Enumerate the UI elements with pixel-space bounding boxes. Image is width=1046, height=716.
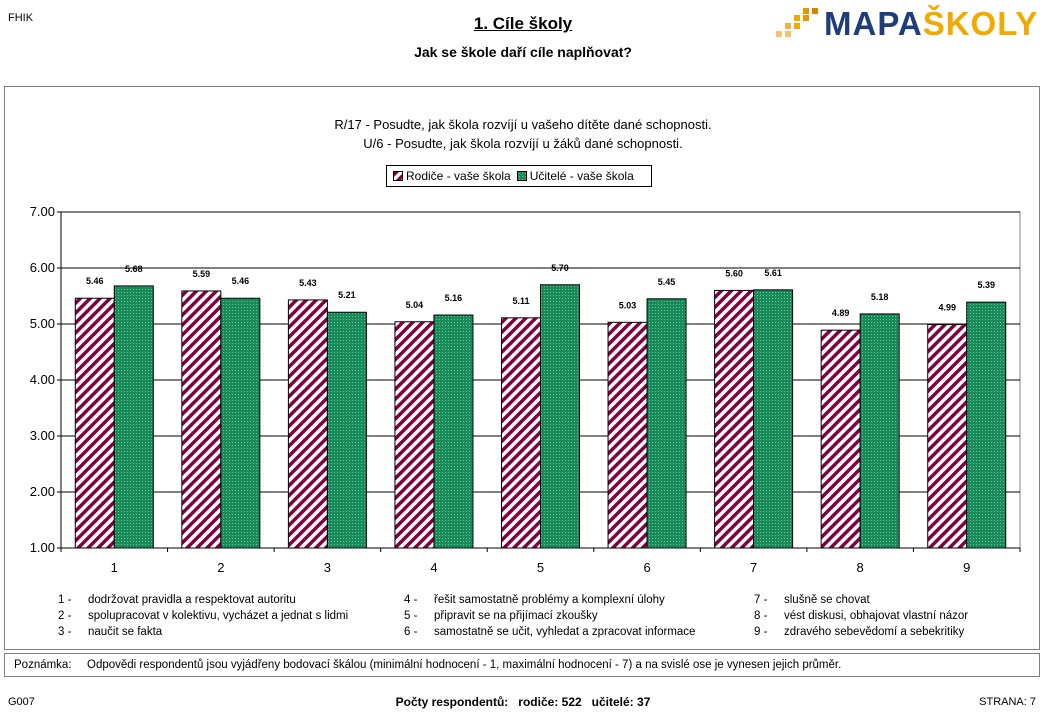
legend-swatch-rodice (393, 171, 403, 181)
respondent-counts: Počty respondentů: rodiče: 522 učitelé: … (395, 695, 651, 709)
footer-code: G007 (8, 696, 35, 708)
legend-item-rodice: Rodiče - vaše škola (393, 169, 511, 183)
mapa-skoly-logo: MAPAŠKOLY (774, 5, 1037, 43)
note-text: Odpovědi respondentů jsou vyjádřeny bodo… (87, 659, 842, 671)
chart-title-line-1: R/17 - Posudte, jak škola rozvíjí u vaše… (334, 117, 712, 132)
document-code: FHIK (8, 12, 34, 24)
description-text: slušně se chovat (784, 594, 870, 606)
description-number: 4 - (404, 594, 418, 606)
description-number: 7 - (754, 594, 768, 606)
logo-squares-icon (776, 8, 818, 37)
description-item-8: 8 - vést diskusi, obhajovat vlastní názor (754, 610, 968, 622)
description-text: připravit se na přijímací zkoušky (434, 610, 598, 622)
description-text: dodržovat pravidla a respektovat autorit… (88, 594, 296, 606)
description-item-4: 4 - řešit samostatně problémy a komplexní… (404, 594, 665, 606)
description-text: spolupracovat v kolektivu, vycházet a je… (88, 610, 349, 622)
description-text: naučit se fakta (88, 626, 163, 638)
legend-label-ucitele: Učitelé - vaše škola (529, 169, 634, 183)
description-item-2: 2 - spolupracovat v kolektivu, vycházet a… (58, 610, 348, 622)
description-number: 3 - (58, 626, 72, 638)
description-text: vést diskusi, obhajovat vlastní názor (784, 610, 969, 622)
description-number: 8 - (754, 610, 768, 622)
description-item-6: 6 - samostatně se učit, vyhledat a zpraco… (404, 626, 695, 638)
description-number: 1 - (58, 594, 72, 606)
description-number: 2 - (58, 610, 72, 622)
page-title: 1. Cíle školy (0, 14, 1046, 34)
description-text: samostatně se učit, vyhledat a zpracovat… (434, 626, 696, 638)
legend-item-ucitele: Učitelé - vaše škola (516, 169, 634, 183)
description-item-1: 1 - dodržovat pravidla a respektovat auto… (58, 594, 296, 606)
description-item-9: 9 - zdravého sebevědomí a sebekritiky (754, 626, 964, 638)
chart-title-line-2: U/6 - Posudte, jak škola rozvíjí u žáků … (363, 136, 683, 151)
page-subtitle: Jak se škole daří cíle naplňovat? (414, 44, 632, 60)
legend-label-rodice: Rodiče - vaše škola (406, 169, 511, 183)
description-number: 6 - (404, 626, 418, 638)
description-item-7: 7 - slušně se chovat (754, 594, 870, 606)
description-text: zdravého sebevědomí a sebekritiky (784, 626, 965, 638)
page-title-text: 1. Cíle školy (473, 14, 573, 33)
note-frame (4, 653, 1040, 677)
description-number: 9 - (754, 626, 768, 638)
note-label: Poznámka: (14, 659, 72, 671)
chart-frame (4, 86, 1040, 650)
chart-legend: Rodiče - vaše škola Učitelé - vaše škola (386, 165, 652, 187)
legend-swatch-ucitele (516, 171, 527, 181)
description-number: 5 - (404, 610, 418, 622)
description-item-3: 3 - naučit se fakta (58, 626, 162, 638)
logo-text: MAPAŠKOLY (824, 5, 1039, 42)
description-item-5: 5 - připravit se na přijímací zkoušky (404, 610, 598, 622)
page-number: STRANA: 7 (979, 696, 1036, 708)
description-text: řešit samostatně problémy a komplexní úl… (434, 594, 665, 606)
